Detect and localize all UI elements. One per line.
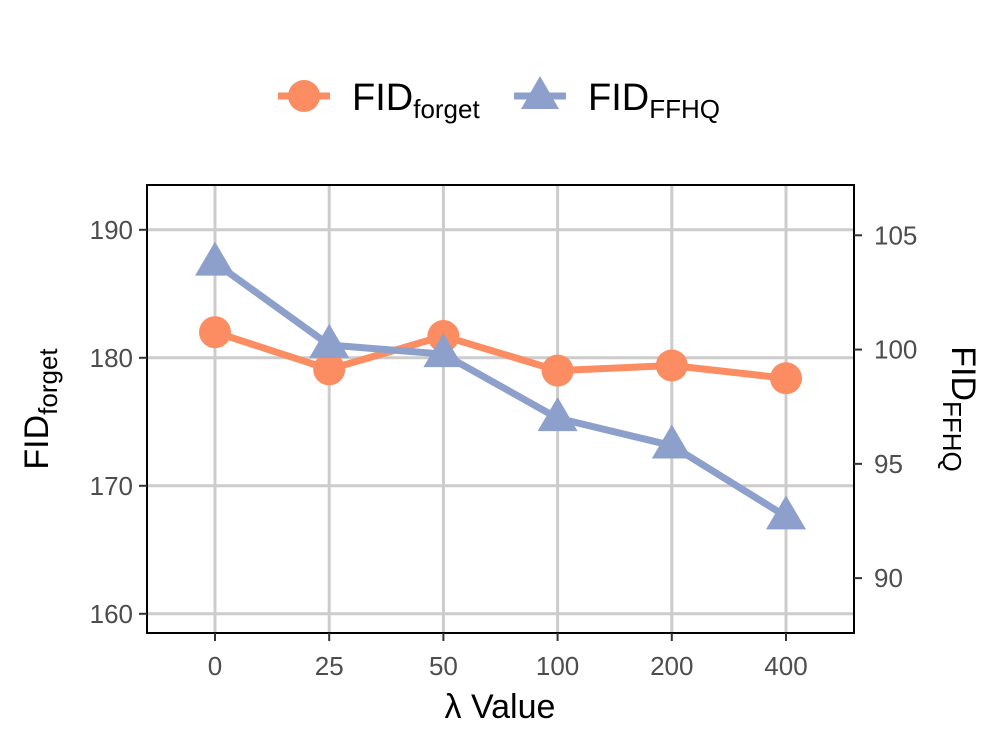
legend-marker-forget (288, 80, 320, 112)
legend-label-ffhq-main: FID (588, 77, 649, 119)
plot-frame (146, 184, 855, 634)
data-point-forget (770, 362, 802, 395)
svg-text:FIDforget: FIDforget (18, 348, 63, 470)
x-tick-label: 400 (764, 651, 807, 681)
grid (147, 185, 854, 633)
y-left-title-sub: forget (33, 348, 63, 415)
x-axis-ticks: 0 25 50 100 200 400 (208, 633, 808, 681)
legend: FIDforget FIDFFHQ (278, 76, 720, 124)
x-tick-label: 50 (429, 651, 458, 681)
data-point-ffhq (537, 397, 578, 432)
data-point-forget (655, 349, 688, 382)
x-axis-title: λ Value (445, 688, 556, 726)
y-right-axis-title: FIDFFHQ (937, 346, 982, 472)
x-tick-label: 200 (650, 651, 693, 681)
series-line-forget (213, 328, 787, 382)
legend-label-ffhq-sub: FFHQ (649, 94, 720, 124)
data-point-ffhq (766, 495, 806, 530)
y-right-tick-label: 90 (874, 563, 903, 593)
data-point-ffhq (651, 424, 692, 459)
data-point-ffhq (309, 323, 350, 358)
legend-label-forget: FIDforget (352, 77, 480, 124)
y-right-title-sub: FFHQ (937, 401, 967, 472)
legend-label-forget-main: FID (352, 77, 413, 119)
right-axis-ticks: 90 95 100 105 (854, 220, 917, 593)
series-line-ffhq (212, 259, 788, 520)
series-layer (195, 241, 806, 530)
legend-item-forget: FIDforget (278, 77, 480, 124)
data-point-ffhq (423, 333, 464, 368)
y-right-tick-label: 100 (874, 335, 917, 365)
x-tick-label: 25 (315, 651, 344, 681)
legend-marker-ffhq (521, 76, 559, 109)
y-right-tick-label: 95 (874, 449, 903, 479)
x-tick-label: 0 (208, 651, 222, 681)
x-tick-label: 100 (536, 651, 579, 681)
y-right-tick-label: 105 (874, 220, 917, 250)
legend-item-ffhq: FIDFFHQ (514, 76, 720, 124)
left-axis-ticks: 160 170 180 190 (90, 215, 147, 629)
legend-label-ffhq: FIDFFHQ (588, 77, 720, 124)
y-left-tick-label: 190 (90, 215, 133, 245)
data-point-forget (199, 316, 231, 349)
y-left-axis-title: FIDforget (18, 348, 63, 470)
y-right-title-main: FID (944, 346, 982, 401)
data-point-ffhq (195, 241, 235, 276)
legend-label-forget-sub: forget (413, 94, 480, 124)
y-left-tick-label: 180 (90, 343, 133, 373)
y-left-title-main: FID (18, 415, 56, 470)
svg-text:FIDFFHQ: FIDFFHQ (937, 346, 982, 472)
data-point-forget (541, 354, 574, 387)
y-left-tick-label: 160 (90, 599, 133, 629)
data-point-forget (313, 353, 346, 386)
y-left-tick-label: 170 (90, 471, 133, 501)
